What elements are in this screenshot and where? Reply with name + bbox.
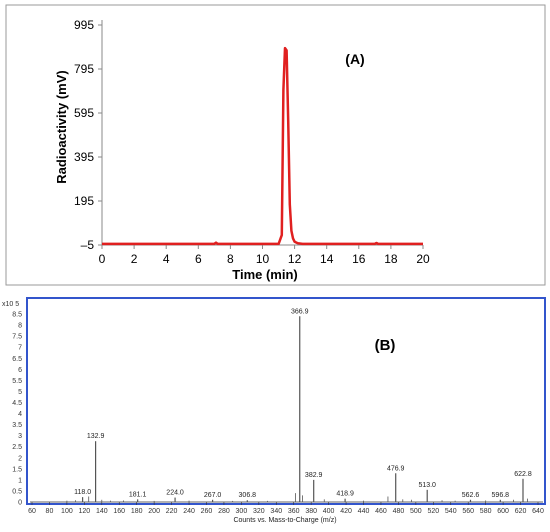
panel-b-x-tick-label: 520 (427, 508, 439, 515)
panel-b-x-axis-title: Counts vs. Mass-to-Charge (m/z) (233, 517, 336, 524)
panel-b-y-tick-label: 2.5 (12, 444, 22, 451)
panel-b-y-scale-label: x10 5 (2, 301, 19, 308)
panel-b-x-tick-label: 640 (532, 508, 544, 515)
panel-a-y-tick-label: 595 (74, 106, 94, 120)
panel-a-x-tick-label: 4 (163, 252, 170, 266)
panel-a-x-tick-label: 6 (195, 252, 202, 266)
peak-label: 596.8 (492, 492, 510, 499)
panel-b-x-tick-label: 340 (270, 508, 282, 515)
peak-label: 306.8 (239, 492, 257, 499)
panel-b-x-tick-label: 560 (462, 508, 474, 515)
panel-a-y-tick-label: –5 (81, 238, 95, 252)
panel-a-x-tick-labels: 0 2 4 6 8 10 12 14 16 18 20 (99, 245, 430, 266)
panel-b-y-tick-label: 7.5 (12, 334, 22, 341)
peak-label: 513.0 (418, 482, 436, 489)
panel-b-y-tick-label: 6.5 (12, 356, 22, 363)
panel-b-y-tick-label: 2 (18, 455, 22, 462)
panel-a-y-tick-label: 395 (74, 150, 94, 164)
panel-b-x-tick-label: 240 (183, 508, 195, 515)
panel-b-y-tick-label: 6 (18, 367, 22, 374)
panel-b-x-tick-labels: 60 80 100 120 140 160 180 200 220 240 260 280 300 320… (28, 502, 544, 515)
panel-b-x-tick-label: 220 (166, 508, 178, 515)
panel-b-mass-spectrum: x10 5 0 0.5 1 1.5 2 2.5 3 3.5 4 4.5 5 5.5 6 6.5 7 7.5 8 8… (2, 297, 546, 524)
panel-b-x-tick-label: 60 (28, 508, 36, 515)
peak-label: 181.1 (129, 491, 147, 498)
panel-a-y-tick-labels: –5 195 395 595 795 995 (74, 18, 102, 252)
panel-b-x-tick-label: 80 (46, 508, 54, 515)
panel-b-x-tick-label: 300 (236, 508, 248, 515)
panel-b-x-tick-label: 460 (375, 508, 387, 515)
panel-b-y-tick-label: 4 (18, 411, 22, 418)
panel-b-x-tick-label: 420 (340, 508, 352, 515)
panel-a-x-tick-label: 20 (416, 252, 430, 266)
panel-a-y-axis-title: Radioactivity (mV) (54, 70, 69, 183)
peak-label: 132.9 (87, 433, 105, 440)
panel-b-y-tick-label: 1 (18, 477, 22, 484)
peak-label: 418.9 (336, 491, 354, 498)
panel-b-x-tick-label: 360 (288, 508, 300, 515)
panel-b-x-tick-label: 620 (515, 508, 527, 515)
panel-b-x-tick-label: 160 (113, 508, 125, 515)
panel-b-x-tick-label: 260 (201, 508, 213, 515)
panel-b-y-tick-label: 5 (18, 389, 22, 396)
peak-label: 224.0 (166, 490, 184, 497)
panel-b-label: (B) (375, 337, 396, 354)
panel-a-y-tick-label: 995 (74, 18, 94, 32)
panel-b-x-tick-label: 480 (393, 508, 405, 515)
panel-b-x-tick-label: 140 (96, 508, 108, 515)
peak-label: 382.9 (305, 472, 323, 479)
panel-a-frame (5, 4, 546, 286)
peak-label: 622.8 (514, 471, 532, 478)
panel-b-y-tick-label: 5.5 (12, 378, 22, 385)
panel-b-x-tick-label: 440 (358, 508, 370, 515)
panel-a-label: (A) (345, 51, 364, 67)
panel-b-y-tick-label: 8 (18, 323, 22, 330)
peak-label: 562.6 (462, 492, 480, 499)
peak-label: 366.9 (291, 308, 309, 315)
panel-b-x-tick-label: 400 (323, 508, 335, 515)
peak-label: 476.9 (387, 465, 405, 472)
panel-b-x-tick-label: 600 (497, 508, 509, 515)
panel-b-peaks: 118.0 132.9 181.1 224.0 267.0 306.8 366.9 382.9… (74, 308, 532, 502)
panel-b-y-tick-label: 7 (18, 345, 22, 352)
panel-b-y-tick-label: 0.5 (12, 488, 22, 495)
panel-a-x-tick-label: 16 (352, 252, 366, 266)
panel-b-y-tick-label: 3.5 (12, 422, 22, 429)
panel-b-x-tick-label: 280 (218, 508, 230, 515)
peak-label: 118.0 (74, 489, 91, 496)
panel-b-y-tick-label: 3 (18, 433, 22, 440)
chromatogram-trace (102, 46, 423, 246)
panel-b-x-tick-label: 100 (61, 508, 73, 515)
panel-b-x-tick-label: 580 (480, 508, 492, 515)
panel-a-x-tick-label: 8 (227, 252, 234, 266)
panel-b-y-tick-label: 4.5 (12, 400, 22, 407)
panel-a-y-tick-label: 195 (74, 194, 94, 208)
panel-b-frame (26, 297, 546, 505)
panel-a-x-tick-label: 0 (99, 252, 106, 266)
panel-a-x-axis-title: Time (min) (232, 267, 298, 282)
panel-a-x-tick-label: 2 (131, 252, 138, 266)
panel-b-x-tick-label: 380 (305, 508, 317, 515)
panel-a-x-tick-label: 14 (320, 252, 334, 266)
panel-a-x-tick-label: 18 (384, 252, 398, 266)
panel-b-x-tick-label: 320 (253, 508, 265, 515)
panel-b-x-tick-label: 500 (410, 508, 422, 515)
panel-b-x-tick-label: 540 (445, 508, 457, 515)
panel-a-x-tick-label: 12 (288, 252, 302, 266)
panel-b-y-tick-label: 0 (18, 500, 22, 507)
panel-a-x-tick-label: 10 (256, 252, 270, 266)
panel-b-minor-peaks (66, 493, 528, 502)
panel-b-x-tick-label: 120 (79, 508, 91, 515)
peak-label: 267.0 (204, 492, 222, 499)
panel-b-x-tick-label: 200 (148, 508, 160, 515)
panel-b-x-tick-label: 180 (131, 508, 143, 515)
panel-b-y-tick-label: 1.5 (12, 466, 22, 473)
panel-b-y-tick-labels: 0 0.5 1 1.5 2 2.5 3 3.5 4 4.5 5 5.5 6 6.5 7 7.5 8 8.5 (12, 312, 22, 507)
panel-b-y-tick-label: 8.5 (12, 312, 22, 319)
panel-a-y-tick-label: 795 (74, 62, 94, 76)
